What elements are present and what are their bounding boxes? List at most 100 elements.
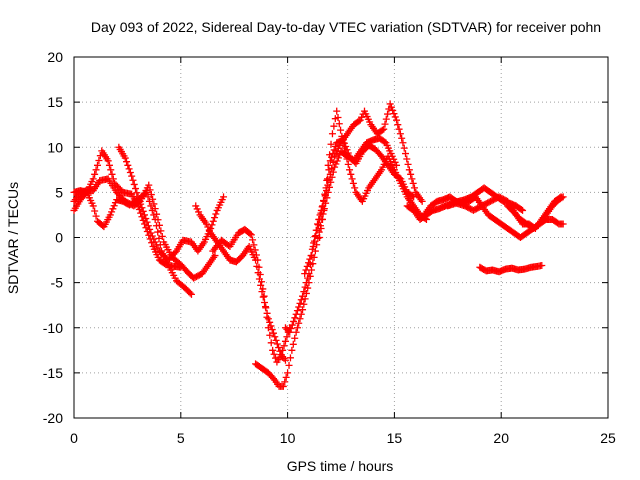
data-point [195, 208, 203, 216]
axes: 0 5 10 15 20 25 -20 -15 -10 -5 0 5 10 15 20 [43, 49, 616, 446]
data-point [307, 252, 315, 260]
y-tick-label: 20 [47, 49, 63, 65]
data-point [317, 224, 325, 232]
data-point [275, 344, 283, 352]
series-arc-1 [70, 147, 185, 271]
data-point [257, 281, 265, 289]
data-point [408, 192, 416, 200]
data-point [296, 315, 304, 323]
data-point [263, 313, 271, 321]
data-point [400, 144, 408, 152]
data-point [410, 184, 418, 192]
data-point [320, 197, 328, 205]
data-point [342, 143, 350, 151]
data-point [121, 154, 129, 162]
data-point [123, 158, 131, 166]
data-point [212, 210, 220, 218]
data-point [254, 256, 262, 264]
data-point [130, 180, 138, 188]
data-point [346, 166, 354, 174]
chart-title: Day 093 of 2022, Sidereal Day-to-day VTE… [91, 19, 601, 35]
data-point [110, 202, 118, 210]
data-point [279, 346, 287, 354]
data-point [105, 161, 113, 169]
data-point [295, 319, 303, 327]
data-point [305, 259, 313, 267]
data-point [124, 161, 132, 169]
data-point [396, 130, 404, 138]
data-point [140, 211, 148, 219]
y-tick-label: 0 [55, 230, 63, 246]
data-point [316, 234, 324, 241]
x-tick-label: 15 [387, 430, 403, 446]
data-point [386, 100, 394, 108]
data-point [378, 126, 386, 134]
x-tick-label: 5 [177, 430, 185, 446]
data-point [153, 210, 161, 218]
data-point [126, 169, 134, 177]
data-point [382, 115, 390, 123]
data-point [283, 333, 291, 341]
data-point [95, 156, 103, 164]
data-point [356, 116, 364, 124]
data-point [154, 228, 162, 236]
data-point [334, 113, 342, 121]
data-point [293, 324, 301, 332]
data-point [193, 205, 201, 213]
data-point [290, 317, 298, 325]
data-point [301, 270, 309, 278]
data-point [279, 382, 287, 390]
data-point [558, 194, 566, 202]
data-point [288, 346, 296, 354]
data-point [277, 351, 285, 359]
data-point [301, 283, 309, 291]
data-point [145, 181, 153, 189]
data-point [154, 216, 162, 224]
data-point [328, 164, 336, 172]
data-point [393, 116, 401, 124]
data-point [91, 207, 99, 215]
data-point [342, 150, 350, 158]
series-arc-13 [444, 193, 565, 232]
data-point [286, 328, 294, 336]
data-point [389, 106, 397, 114]
data-point [264, 315, 272, 323]
data-point [295, 303, 303, 311]
data-point [247, 231, 255, 239]
data-point [380, 125, 388, 133]
data-point [310, 239, 318, 247]
data-point [291, 314, 299, 322]
data-point [319, 202, 327, 210]
data-point [154, 244, 162, 252]
data-point [128, 172, 136, 180]
data-point [311, 233, 319, 241]
data-point [280, 342, 288, 350]
data-point [281, 378, 289, 386]
data-point [250, 241, 258, 249]
data-point [89, 175, 97, 183]
data-point [270, 329, 278, 337]
x-tick-label: 20 [493, 430, 509, 446]
data-point [281, 356, 289, 364]
data-point [155, 221, 163, 229]
data-point [299, 292, 307, 300]
data-point [340, 144, 348, 152]
data-point [322, 187, 330, 195]
series-arc-9 [301, 100, 426, 278]
data-point [273, 340, 281, 348]
data-point [91, 170, 99, 178]
data-point [211, 214, 219, 222]
data-point [292, 328, 300, 336]
data-point [107, 166, 115, 174]
data-point [408, 175, 416, 183]
data-point [338, 132, 346, 140]
data-point [259, 285, 267, 293]
data-point [143, 218, 151, 226]
data-point [104, 157, 112, 165]
data-point [324, 161, 332, 169]
data-point [209, 217, 217, 225]
data-point [418, 197, 426, 205]
data-point [390, 110, 398, 118]
data-point [343, 155, 351, 163]
data-point [147, 229, 155, 237]
